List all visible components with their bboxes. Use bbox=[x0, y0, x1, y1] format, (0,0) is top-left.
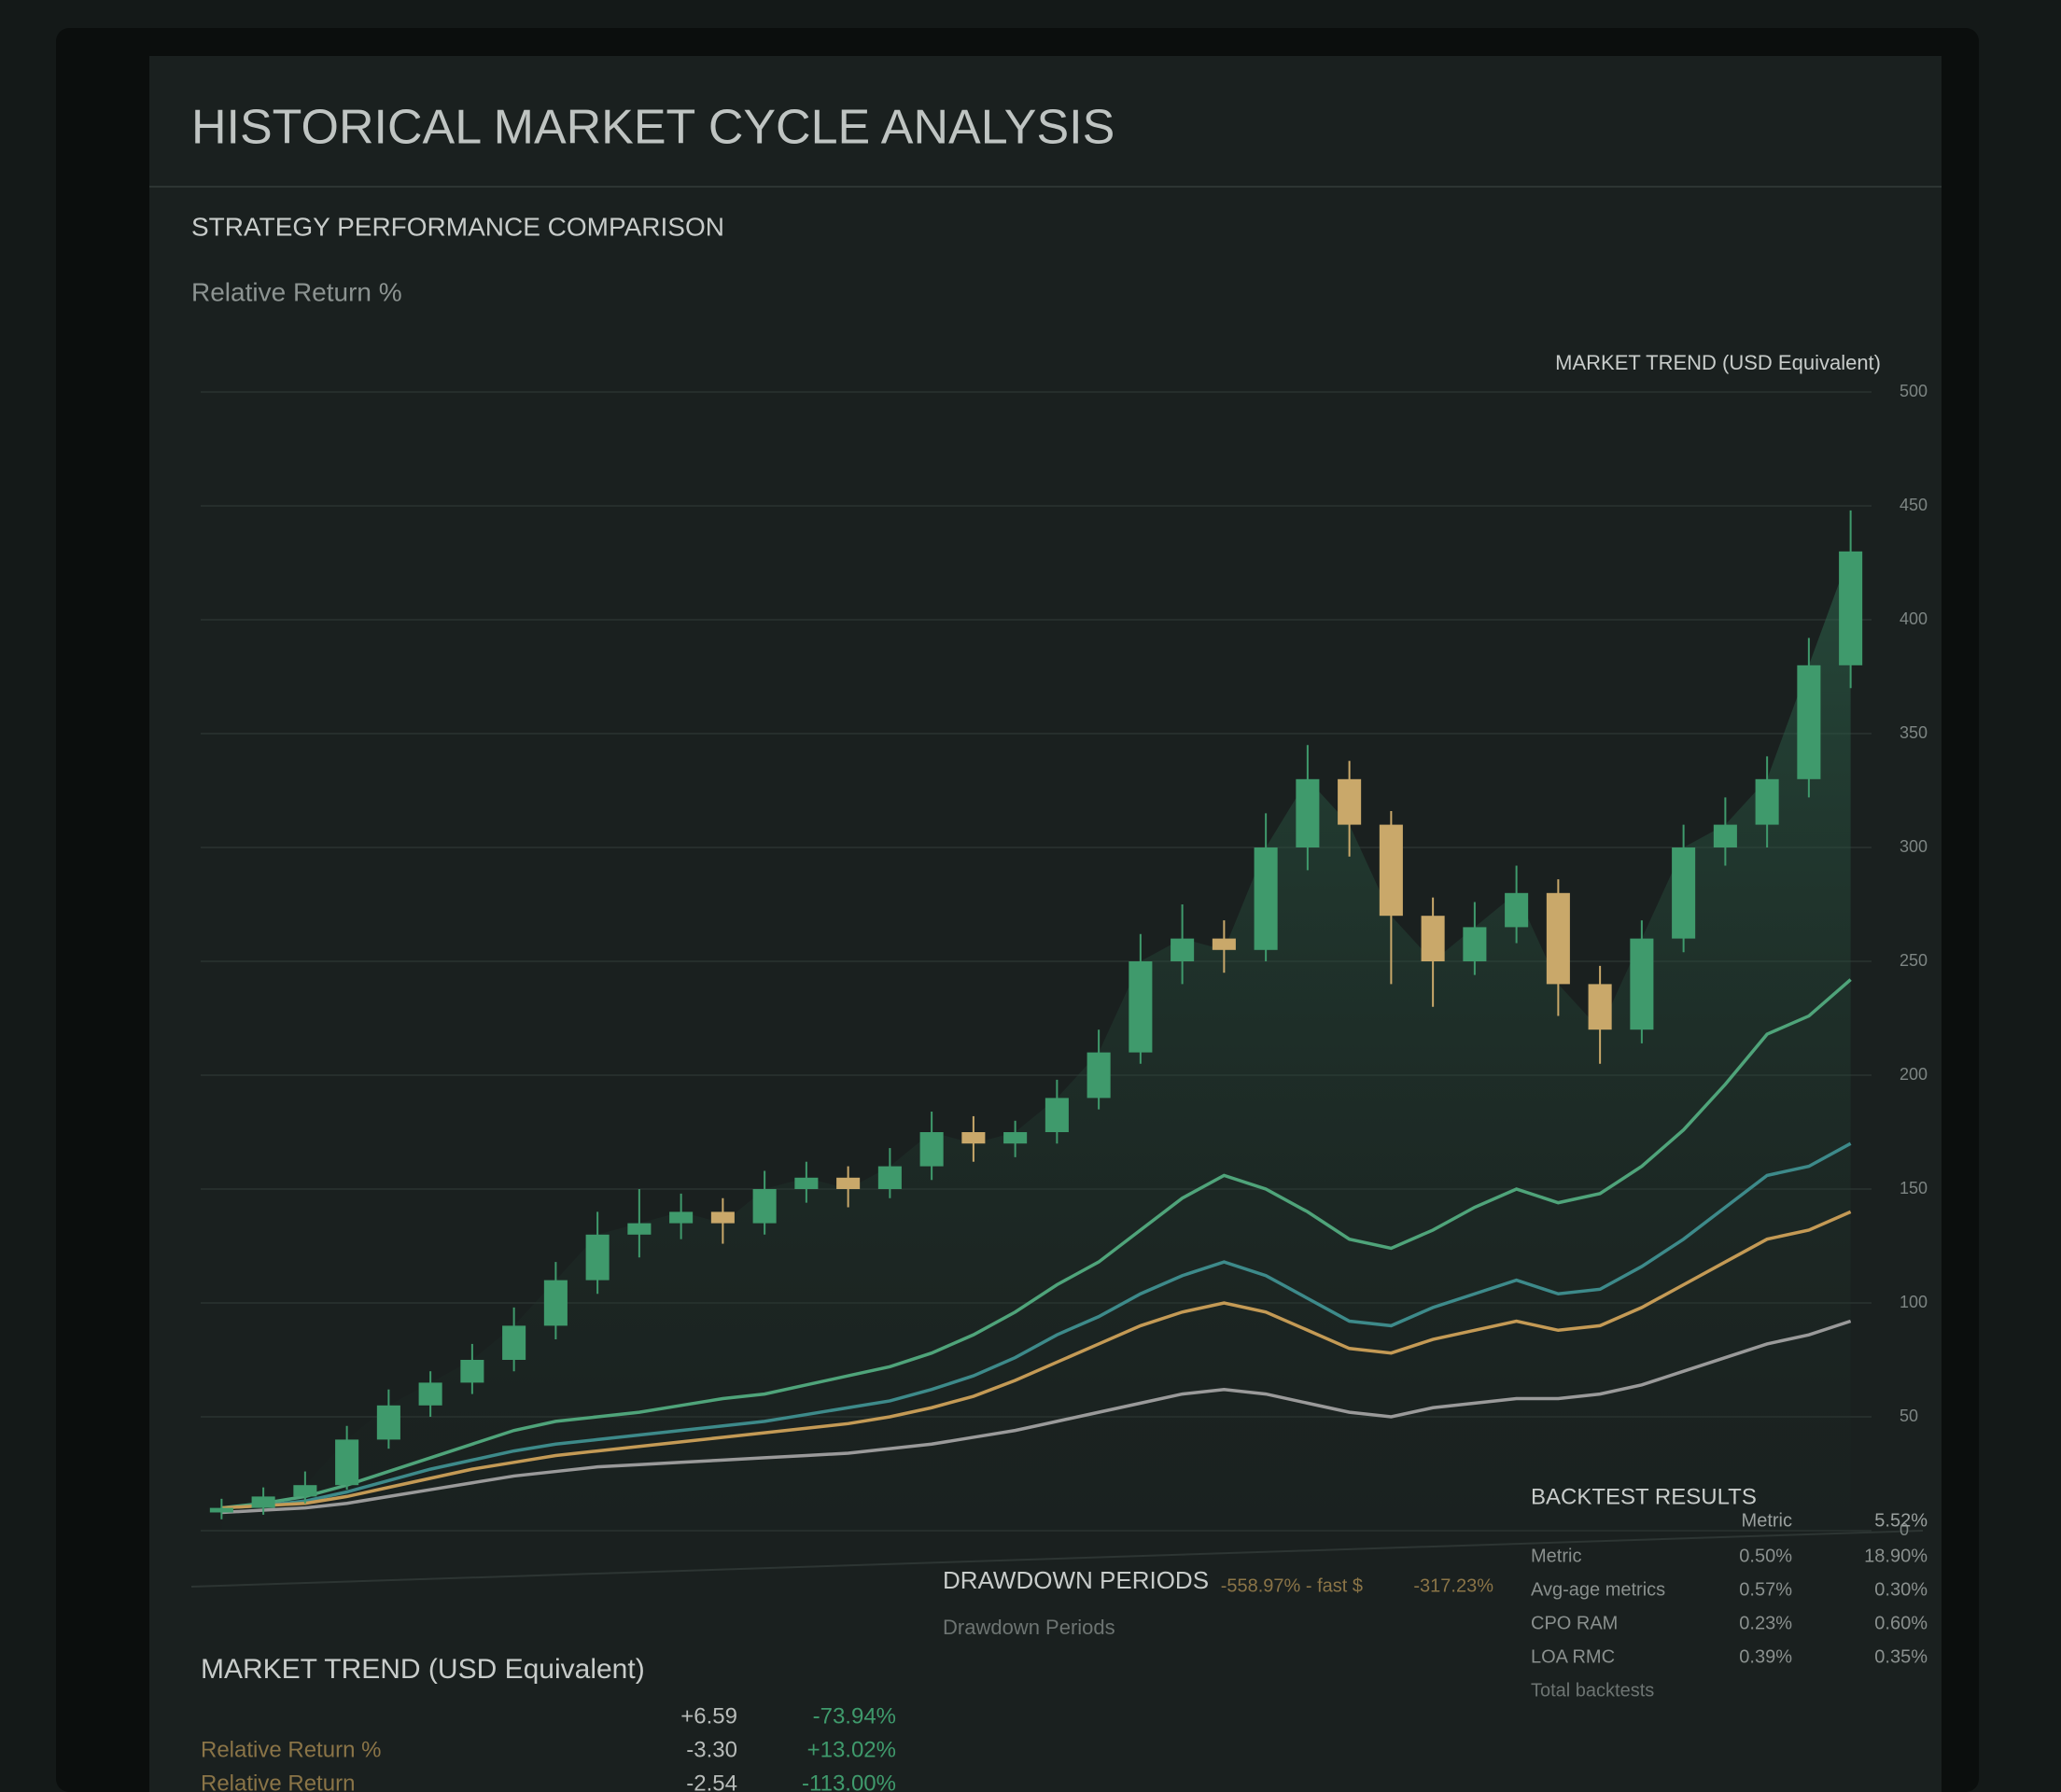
candle-body bbox=[376, 1405, 400, 1440]
candle-body bbox=[1171, 938, 1195, 961]
y-axis-label: Relative Return % bbox=[191, 277, 402, 306]
row-value: -113.00% bbox=[802, 1771, 896, 1792]
y-tick-label: 450 bbox=[1900, 496, 1928, 514]
price-area bbox=[221, 551, 1851, 1531]
row-label: Relative Return % bbox=[201, 1737, 381, 1762]
row-label: Relative Return bbox=[201, 1771, 355, 1792]
y-tick-label: 0 bbox=[1900, 1520, 1909, 1539]
candle-body bbox=[1379, 824, 1403, 917]
row-value: +6.59 bbox=[680, 1703, 737, 1729]
cell-value: 18.90% bbox=[1864, 1546, 1928, 1566]
tables: MARKET TREND (USD Equivalent) +6.59 -73.94… bbox=[201, 1484, 1928, 1792]
y-tick-label: 400 bbox=[1900, 609, 1928, 628]
candle-body bbox=[752, 1189, 777, 1224]
y-tick-label: 500 bbox=[1900, 382, 1928, 400]
candle-body bbox=[543, 1280, 568, 1326]
divider bbox=[190, 1530, 1924, 1588]
strategy-line bbox=[221, 1141, 1852, 1510]
table-title: BACKTEST RESULTS bbox=[1531, 1484, 1757, 1509]
chart: 0 50 100 150 200 250 300 350 400 450 500 bbox=[201, 382, 1928, 1539]
row-label: LOA RMC bbox=[1531, 1646, 1615, 1667]
row-value: -73.94% bbox=[813, 1703, 896, 1729]
candle-body bbox=[1129, 961, 1153, 1053]
candle-body bbox=[1212, 938, 1236, 950]
candle-body bbox=[1546, 892, 1570, 985]
cell-value: 0.60% bbox=[1874, 1613, 1928, 1633]
candle-body bbox=[1839, 551, 1863, 665]
candle-body bbox=[836, 1177, 861, 1189]
candle-body bbox=[335, 1439, 359, 1486]
candle-body bbox=[1713, 824, 1737, 847]
y-tick-label: 300 bbox=[1900, 837, 1928, 856]
cell-value: 0.39% bbox=[1739, 1646, 1792, 1667]
candle-body bbox=[460, 1360, 484, 1383]
strategy-line bbox=[221, 978, 1852, 1510]
candle-body bbox=[877, 1166, 902, 1189]
page-title: HISTORICAL MARKET CYCLE ANALYSIS bbox=[191, 101, 1115, 155]
row-value: -2.54 bbox=[686, 1771, 737, 1792]
candle-body bbox=[1505, 892, 1529, 928]
table-title: DRAWDOWN PERIODS bbox=[943, 1566, 1209, 1594]
candle-body bbox=[627, 1223, 652, 1235]
candle-body bbox=[1003, 1132, 1028, 1144]
candle-body bbox=[1045, 1098, 1069, 1132]
strategy-line bbox=[221, 1210, 1852, 1510]
candle-body bbox=[1338, 778, 1362, 825]
cell-value: 0.23% bbox=[1739, 1613, 1792, 1633]
candle-body bbox=[1463, 927, 1487, 961]
y-tick-label: 100 bbox=[1900, 1293, 1928, 1311]
candle-body bbox=[1755, 778, 1779, 825]
col-header: 5.52% bbox=[1874, 1510, 1928, 1531]
cell-value: 0.57% bbox=[1739, 1579, 1792, 1600]
candle-body bbox=[1797, 665, 1821, 779]
candle-body bbox=[919, 1132, 944, 1167]
candle-body bbox=[1254, 847, 1278, 950]
row-value: -317.23% bbox=[1413, 1575, 1493, 1596]
candle-body bbox=[961, 1132, 986, 1144]
cell-value: 0.30% bbox=[1874, 1579, 1928, 1600]
table-title: MARKET TREND (USD Equivalent) bbox=[201, 1654, 645, 1685]
row-label: Metric bbox=[1531, 1546, 1581, 1566]
y-tick-label: 150 bbox=[1900, 1179, 1928, 1197]
candle-body bbox=[1087, 1052, 1111, 1099]
cell-value: 0.50% bbox=[1739, 1546, 1792, 1566]
row-value: -3.30 bbox=[686, 1737, 737, 1762]
candle-body bbox=[669, 1211, 694, 1224]
subtitle: STRATEGY PERFORMANCE COMPARISON bbox=[191, 212, 724, 241]
candle-body bbox=[794, 1177, 819, 1189]
candle-body bbox=[1588, 984, 1612, 1030]
y-tick-label: 250 bbox=[1900, 951, 1928, 970]
candle-body bbox=[502, 1325, 526, 1360]
y-tick-label: 200 bbox=[1900, 1065, 1928, 1084]
candle-body bbox=[710, 1211, 735, 1224]
strategy-line bbox=[221, 1319, 1852, 1515]
y-tick-label: 50 bbox=[1900, 1407, 1918, 1425]
cell-value: 0.35% bbox=[1874, 1646, 1928, 1667]
row-value: +13.02% bbox=[807, 1737, 896, 1762]
candle-body bbox=[1421, 916, 1445, 961]
candle-body bbox=[585, 1234, 610, 1281]
row-label: Total backtests bbox=[1531, 1680, 1654, 1701]
row-label: CPO RAM bbox=[1531, 1613, 1618, 1633]
candle-body bbox=[251, 1496, 275, 1508]
candle-body bbox=[1296, 778, 1320, 847]
row-label: Avg-age metrics bbox=[1531, 1579, 1665, 1600]
candle-body bbox=[1672, 847, 1696, 939]
candle-body bbox=[293, 1485, 317, 1497]
candle-body bbox=[209, 1507, 233, 1513]
y-tick-label: 350 bbox=[1900, 723, 1928, 742]
row-label: Drawdown Periods bbox=[943, 1616, 1115, 1639]
row-value: -558.97% - fast $ bbox=[1221, 1575, 1363, 1596]
col-header: Metric bbox=[1742, 1510, 1792, 1531]
candle-body bbox=[418, 1382, 442, 1406]
legend-title: MARKET TREND (USD Equivalent) bbox=[1555, 351, 1881, 374]
candle-body bbox=[1630, 938, 1654, 1030]
